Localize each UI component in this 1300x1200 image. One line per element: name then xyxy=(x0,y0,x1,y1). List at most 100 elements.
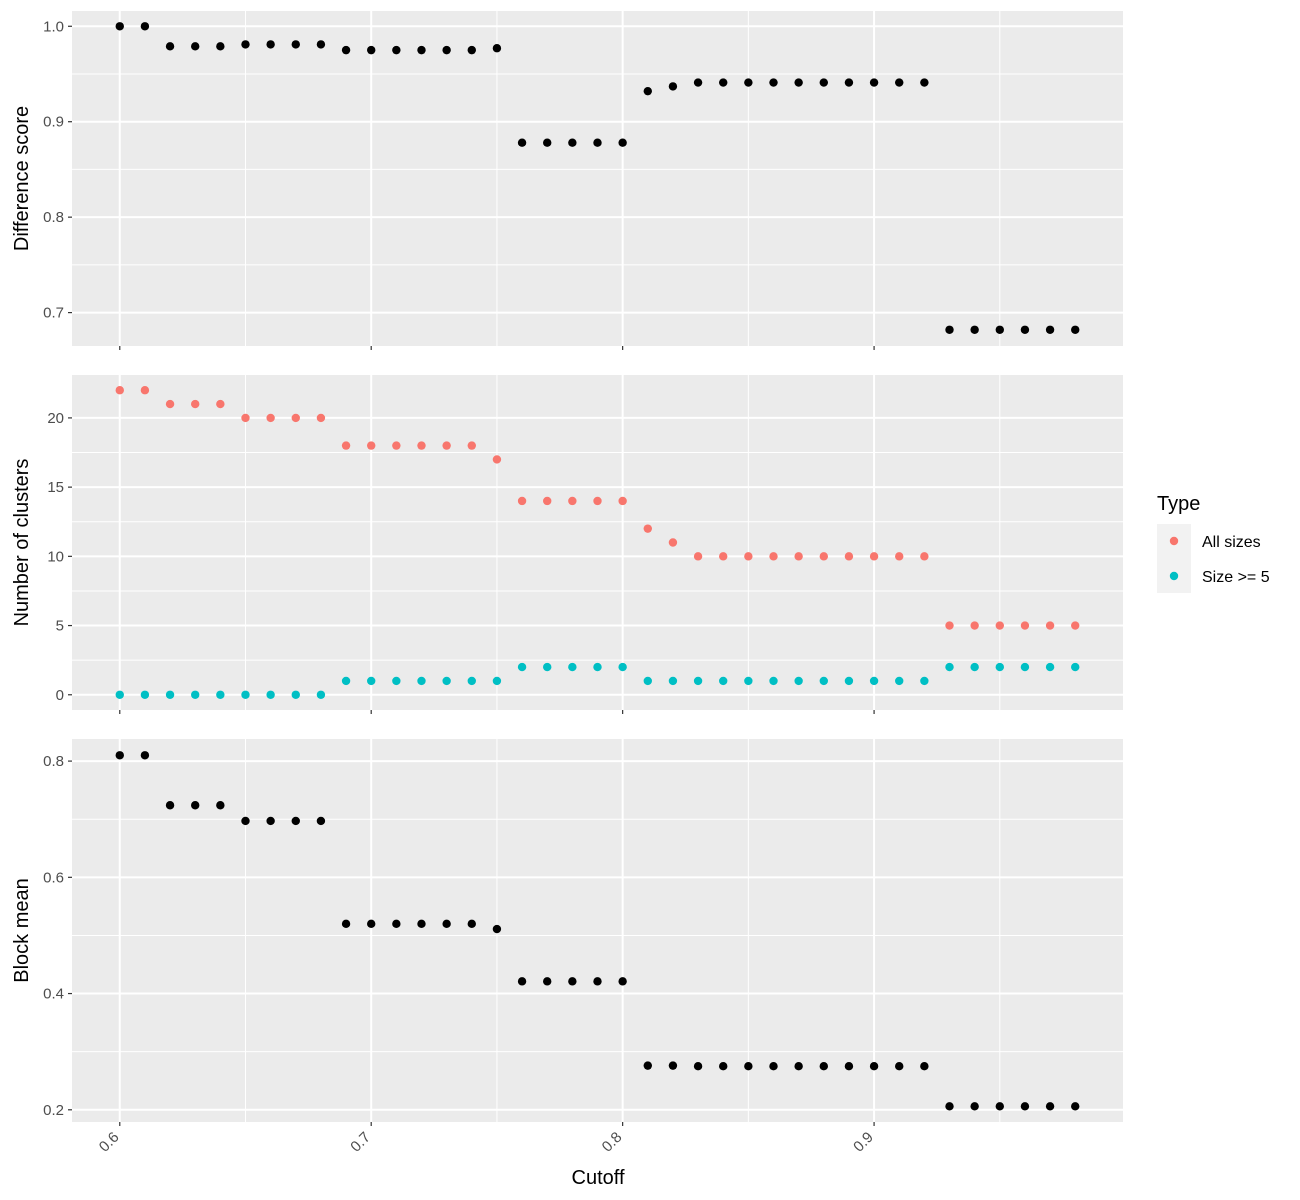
point xyxy=(1020,1102,1030,1111)
point-all-sizes xyxy=(719,552,728,561)
point xyxy=(719,1062,728,1071)
point xyxy=(1071,325,1080,334)
y-tick-label: 0 xyxy=(56,687,64,704)
point-all-sizes xyxy=(165,399,175,409)
point xyxy=(341,45,351,55)
point xyxy=(844,78,854,87)
point xyxy=(316,816,326,826)
point-all-sizes xyxy=(392,441,401,450)
point-all-sizes xyxy=(995,621,1004,630)
point xyxy=(291,40,300,49)
point xyxy=(744,1062,753,1071)
x-tick-label: 0.6 xyxy=(96,1129,123,1156)
y-axis-title: Difference score xyxy=(11,106,33,251)
point-all-sizes xyxy=(115,386,124,395)
point xyxy=(593,138,602,147)
point-all-sizes xyxy=(668,538,678,547)
point-size-5 xyxy=(819,676,828,686)
x-axis: 0.6 0.7 0.8 0.9 xyxy=(96,1129,877,1156)
point-size-5 xyxy=(1071,662,1080,672)
point xyxy=(1020,325,1030,334)
point xyxy=(316,40,326,49)
point xyxy=(618,138,627,147)
point-size-5 xyxy=(1045,662,1055,672)
point-all-sizes xyxy=(769,552,778,561)
point-size-5 xyxy=(115,690,124,699)
point xyxy=(668,82,678,91)
legend-key-background xyxy=(1157,524,1191,593)
point xyxy=(165,801,175,810)
y-tick-label: 1.0 xyxy=(43,18,64,35)
point-size-5 xyxy=(995,662,1004,672)
point-size-5 xyxy=(392,676,401,686)
point-size-5 xyxy=(869,676,879,686)
point xyxy=(794,78,803,87)
y-tick-label: 5 xyxy=(56,618,64,635)
point xyxy=(492,44,502,53)
point-size-5 xyxy=(1020,662,1030,672)
point-size-5 xyxy=(568,662,577,672)
point xyxy=(241,816,250,826)
point xyxy=(693,1062,703,1071)
y-tick-label: 0.4 xyxy=(43,986,64,1003)
point xyxy=(769,78,778,87)
legend-label-size-ge-5: Size >= 5 xyxy=(1202,569,1270,586)
point-size-5 xyxy=(316,690,326,699)
point xyxy=(467,919,476,929)
point-size-5 xyxy=(417,676,426,686)
point-all-sizes xyxy=(1045,621,1055,630)
y-tick-label: 0.2 xyxy=(43,1102,64,1119)
panel-3: 0.2 0.4 0.6 0.8 Block mean xyxy=(11,739,1123,1126)
point xyxy=(945,325,954,334)
point-size-5 xyxy=(140,690,150,699)
legend: Type All sizes Size >= 5 xyxy=(1157,493,1270,593)
point-size-5 xyxy=(467,676,476,686)
point xyxy=(1045,1102,1055,1111)
point xyxy=(668,1061,678,1070)
point-all-sizes xyxy=(341,441,351,450)
point-size-5 xyxy=(341,676,351,686)
point-all-sizes xyxy=(140,386,150,395)
point xyxy=(643,1061,652,1070)
point xyxy=(1045,325,1055,334)
panel-background xyxy=(72,739,1123,1122)
point-all-sizes xyxy=(266,413,275,423)
point xyxy=(643,86,652,96)
point-size-5 xyxy=(191,690,200,699)
y-tick-label: 20 xyxy=(47,410,64,427)
point-all-sizes xyxy=(316,413,326,423)
point xyxy=(568,977,577,986)
point xyxy=(895,78,904,87)
y-axis-title: Number of clusters xyxy=(11,459,33,627)
point xyxy=(140,751,150,760)
point xyxy=(291,816,300,826)
panel-background xyxy=(72,11,1123,346)
point xyxy=(1071,1102,1080,1111)
point-size-5 xyxy=(744,676,753,686)
point xyxy=(543,138,552,147)
point xyxy=(367,45,376,55)
point-size-5 xyxy=(895,676,904,686)
point xyxy=(191,42,200,51)
point-size-5 xyxy=(920,676,929,686)
point xyxy=(341,919,351,929)
point-all-sizes xyxy=(568,496,577,506)
point xyxy=(165,42,175,51)
y-tick-label: 0.7 xyxy=(43,305,64,322)
point xyxy=(467,45,476,55)
point-size-5 xyxy=(593,662,602,672)
point-all-sizes xyxy=(643,524,652,533)
point xyxy=(895,1062,904,1071)
x-tick-label: 0.9 xyxy=(850,1129,877,1156)
legend-key-all-sizes xyxy=(1169,536,1179,546)
point xyxy=(970,1102,979,1111)
point-all-sizes xyxy=(492,455,502,464)
point-size-5 xyxy=(492,676,502,686)
point-size-5 xyxy=(844,676,854,686)
panel-background xyxy=(72,375,1123,710)
point xyxy=(417,45,426,55)
point xyxy=(995,325,1004,334)
panel-2: 0 5 10 15 20 Number of clusters xyxy=(11,375,1123,714)
point-all-sizes xyxy=(618,496,627,506)
point-all-sizes xyxy=(970,621,979,630)
